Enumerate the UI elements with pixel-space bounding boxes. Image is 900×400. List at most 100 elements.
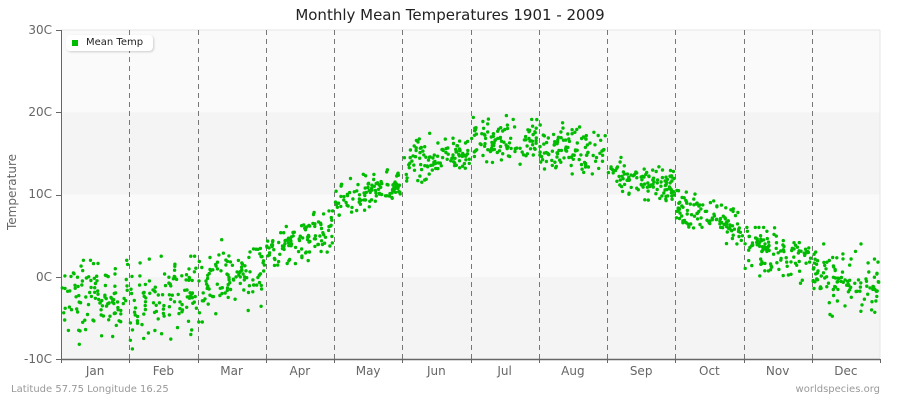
data-point [513,147,517,151]
data-point [555,140,560,144]
data-point [282,244,286,249]
data-point [524,138,528,142]
data-point [512,125,517,129]
data-point [856,278,861,282]
data-point [492,141,496,145]
data-point [72,272,76,276]
data-point [577,157,581,162]
data-point [617,174,621,179]
data-point [256,275,260,280]
data-point [841,252,845,256]
data-point [236,258,241,263]
data-point [373,199,377,203]
data-point [539,160,543,164]
data-point [530,117,534,122]
data-point [185,295,189,299]
data-point [840,270,845,274]
data-point [592,130,596,134]
data-point [238,275,242,279]
data-point [390,195,394,200]
data-point [407,166,411,170]
data-point [405,176,409,180]
data-point [550,158,554,163]
data-point [763,242,767,246]
data-point [586,165,591,169]
data-point [374,191,378,195]
data-point [143,307,148,312]
data-point [75,275,80,279]
data-point [355,208,359,213]
data-point [822,242,826,246]
data-point [745,225,749,230]
data-point [125,262,130,267]
data-point [342,194,346,199]
data-point [561,126,565,130]
data-point [397,190,401,194]
data-point [206,273,210,277]
data-point [124,299,128,303]
data-point [715,217,719,221]
data-point [293,261,298,266]
data-point [227,278,231,282]
data-point [119,312,123,316]
data-point [272,263,277,268]
data-point [194,266,198,270]
x-tick-aug: Aug [561,364,585,378]
data-point [372,172,376,177]
data-point [853,249,858,254]
data-point [693,192,697,196]
data-point [664,182,668,187]
data-point [125,258,129,262]
data-point [130,347,135,351]
data-point [460,164,465,168]
legend[interactable]: Mean Temp [66,35,154,51]
data-point [242,278,246,282]
data-point [799,249,803,253]
data-point [135,319,140,323]
data-point [219,269,223,273]
data-point [618,178,622,182]
data-point [292,230,296,234]
data-point [224,263,228,267]
data-point [534,126,538,130]
data-point [242,275,247,279]
data-point [812,286,816,291]
data-point [142,312,146,316]
data-point [337,213,341,217]
x-tick-dec: Dec [834,364,858,378]
data-point [247,255,251,260]
data-point [582,170,586,175]
data-point [444,146,448,151]
data-point [146,331,151,335]
data-point [412,144,416,148]
data-point [252,283,256,287]
data-point [753,225,757,230]
data-point [848,288,852,292]
data-point [718,225,723,230]
data-point [507,141,512,145]
data-point [669,191,674,195]
data-point [112,291,117,296]
data-point [671,169,676,174]
data-point [812,266,816,270]
data-point [485,160,489,164]
data-point [208,267,212,272]
data-point [640,178,644,182]
data-point [843,304,847,308]
grid-band [61,276,880,359]
source-link[interactable]: worldspecies.org [795,384,880,395]
data-point [93,286,97,290]
data-point [843,278,847,282]
data-point [349,210,354,214]
data-point [206,302,210,306]
data-point [776,251,780,255]
data-point [335,205,340,209]
data-point [301,236,305,240]
data-point [457,147,462,151]
data-point [461,151,465,156]
data-point [350,205,354,210]
data-point [823,276,827,280]
data-point [450,156,454,160]
data-point [441,148,445,153]
data-point [570,172,574,176]
